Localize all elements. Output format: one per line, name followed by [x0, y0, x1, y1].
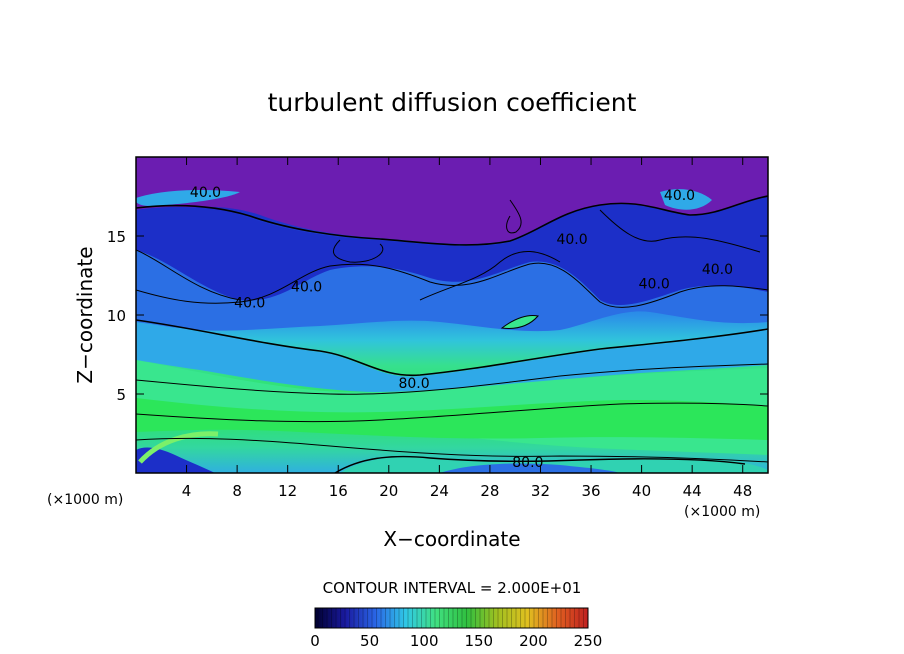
contour-line	[136, 249, 241, 301]
x-unit-right: (×1000 m)	[684, 504, 760, 520]
y-axis-ticks: 5 10 15	[107, 228, 768, 404]
contour-line	[136, 195, 768, 246]
low-value-region-top	[136, 157, 768, 244]
contour-label: 80.0	[512, 455, 543, 471]
contour-interval-text: CONTOUR INTERVAL = 2.000E+01	[323, 579, 582, 597]
contour-line	[136, 363, 768, 395]
x-axis-ticks: 4 8 12 16 20 24 28 32 36 40 44 48	[182, 157, 752, 500]
contour-line	[136, 402, 768, 423]
x-tick-label: 20	[379, 482, 398, 500]
y-tick-label: 10	[107, 307, 126, 325]
x-tick-label: 32	[531, 482, 550, 500]
colorbar-tick-label: 50	[360, 632, 379, 650]
contour-label: 40.0	[702, 262, 733, 278]
contour-line	[599, 209, 761, 253]
plot-area: 40.0 40.0 40.0 40.0 40.0 40.0 40.0 80.0 80.0	[136, 157, 768, 473]
x-tick-label: 36	[581, 482, 600, 500]
contour-line	[136, 319, 768, 377]
contour-line	[334, 455, 746, 473]
contour-label: 40.0	[556, 232, 587, 248]
contour-line	[419, 250, 561, 301]
contour-line	[332, 239, 384, 263]
y-tick-label: 15	[107, 228, 126, 246]
x-tick-label: 4	[182, 482, 192, 500]
x-tick-label: 16	[329, 482, 348, 500]
contour-labels: 40.0 40.0 40.0 40.0 40.0 40.0 40.0 80.0 80.0	[190, 185, 733, 471]
y-tick-label: 5	[116, 386, 126, 404]
top-right-streak	[660, 189, 712, 210]
x-tick-label: 44	[683, 482, 702, 500]
contour-line	[136, 437, 768, 463]
contour-label: 40.0	[234, 295, 265, 311]
mid-blue-region	[136, 250, 768, 332]
contour-lines	[136, 195, 768, 473]
colorbar: 0 50 100 150 200 250	[310, 607, 602, 650]
colorbar-stripes	[317, 608, 584, 628]
colorbar-tick-label: 200	[519, 632, 548, 650]
chart-title: turbulent diffusion coefficient	[268, 88, 637, 117]
colorbar-tick-label: 250	[574, 632, 603, 650]
contour-label: 40.0	[639, 276, 670, 292]
x-tick-label: 48	[733, 482, 752, 500]
colorbar-tick-label: 100	[410, 632, 439, 650]
colorbar-tick-label: 150	[464, 632, 493, 650]
contour-label: 40.0	[291, 280, 322, 296]
contour-label: 40.0	[664, 188, 695, 204]
x-tick-label: 40	[632, 482, 651, 500]
bottom-left-patch	[136, 447, 215, 473]
x-axis-label: X−coordinate	[383, 527, 520, 551]
colorbar-tick-label: 0	[310, 632, 320, 650]
y-axis-label: Z−coordinate	[73, 246, 97, 383]
bottom-blue-patch	[440, 463, 620, 473]
contour-label: 40.0	[190, 185, 221, 201]
contour-line	[506, 199, 522, 234]
x-tick-label: 12	[278, 482, 297, 500]
x-unit-left: (×1000 m)	[47, 492, 123, 508]
lens-structure	[500, 315, 539, 329]
x-tick-label: 28	[480, 482, 499, 500]
x-tick-label: 24	[430, 482, 449, 500]
contour-line	[136, 262, 768, 308]
colorbar-ticks: 0 50 100 150 200 250	[310, 632, 602, 650]
bright-green-band	[136, 398, 768, 440]
top-left-streak	[136, 190, 240, 206]
cyan-band	[136, 322, 768, 393]
x-tick-label: 8	[232, 482, 242, 500]
colorbar-gradient	[314, 607, 589, 629]
contour-label: 80.0	[398, 376, 429, 392]
